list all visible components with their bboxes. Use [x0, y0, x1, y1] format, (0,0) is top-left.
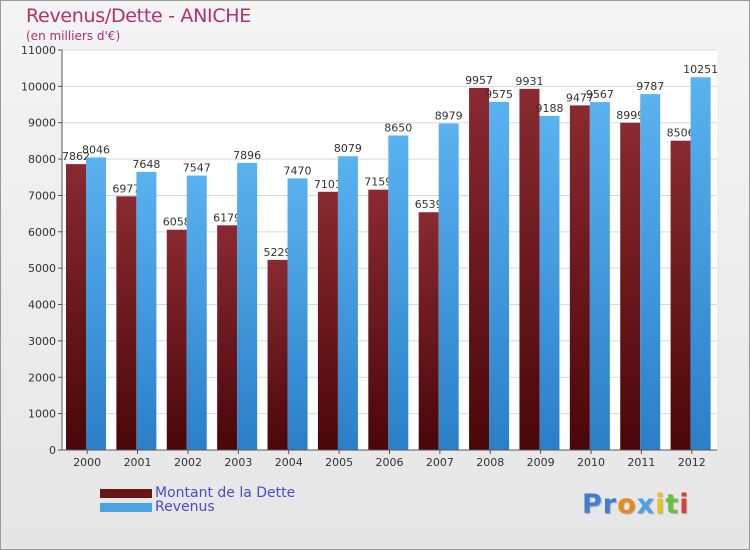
- y-tick-label: 3000: [28, 335, 56, 348]
- bar-dette-2011: [620, 122, 641, 450]
- logo-letter: o: [617, 489, 637, 520]
- data-label-dette-2012: 8506: [667, 127, 695, 140]
- data-label-revenus-2012: 10251: [683, 63, 718, 76]
- x-tick-label: 2003: [224, 456, 252, 469]
- x-tick-label: 2008: [476, 456, 504, 469]
- data-label-revenus-2010: 9567: [586, 88, 614, 101]
- y-tick-label: 2000: [28, 371, 56, 384]
- bar-revenus-2012: [690, 77, 711, 451]
- proxiti-logo: Proxiti: [582, 489, 690, 520]
- bar-dette-2006: [368, 189, 389, 450]
- data-label-dette-2004: 5229: [264, 246, 292, 259]
- data-label-dette-2002: 6058: [163, 216, 191, 229]
- data-label-revenus-2001: 7648: [132, 158, 160, 171]
- y-tick-label: 7000: [28, 189, 56, 202]
- bar-dette-2007: [418, 212, 439, 450]
- y-tick-label: 6000: [28, 226, 56, 239]
- bar-revenus-2004: [287, 178, 308, 450]
- bar-revenus-2001: [136, 171, 157, 450]
- x-tick-label: 2012: [678, 456, 706, 469]
- y-tick-label: 4000: [28, 299, 56, 312]
- bar-dette-2012: [670, 140, 691, 450]
- bar-revenus-2008: [489, 101, 510, 451]
- bar-dette-2001: [116, 196, 137, 450]
- bar-revenus-2005: [337, 156, 358, 450]
- x-axis: 2000 2001 2002 2003 2004 2005 2006 2007 2008 2009…: [62, 449, 717, 469]
- y-tick-label: 0: [49, 444, 56, 457]
- data-label-dette-2006: 7159: [364, 176, 392, 189]
- bar-revenus-2002: [186, 175, 207, 450]
- logo-letter: t: [665, 489, 680, 520]
- data-label-dette-2009: 9931: [515, 75, 543, 88]
- bar-dette-2000: [66, 164, 86, 451]
- x-tick-label: 2011: [627, 456, 655, 469]
- chart-subtitle: (en milliers d'€): [26, 29, 121, 43]
- x-tick-label: 2004: [275, 456, 303, 469]
- x-tick-label: 2000: [73, 456, 101, 469]
- data-label-revenus-2004: 7470: [284, 164, 312, 177]
- data-label-revenus-2006: 8650: [384, 121, 412, 134]
- y-tick-label: 8000: [28, 153, 56, 166]
- bar-dette-2002: [166, 229, 187, 450]
- data-label-dette-2011: 8999: [616, 109, 644, 122]
- y-tick-label: 1000: [28, 408, 56, 421]
- bar-revenus-2009: [539, 115, 560, 451]
- logo-letter: r: [602, 489, 618, 520]
- legend-label-dette: Montant de la Dette: [155, 485, 296, 501]
- y-tick-label: 10000: [21, 80, 56, 93]
- data-label-revenus-2011: 9787: [636, 80, 664, 93]
- data-label-revenus-2002: 7547: [183, 162, 211, 175]
- bar-revenus-2010: [589, 102, 610, 450]
- legend-swatch-revenus: [100, 503, 152, 512]
- logo-letter: i: [679, 489, 690, 520]
- x-tick-label: 2010: [577, 456, 605, 469]
- bar-dette-2004: [267, 259, 288, 450]
- legend-swatch-dette: [100, 489, 152, 498]
- bar-dette-2005: [317, 191, 338, 451]
- bar-dette-2003: [217, 225, 238, 450]
- legend-label-revenus: Revenus: [155, 499, 215, 515]
- bar-revenus-2000: [86, 157, 106, 450]
- bar-revenus-2007: [438, 123, 459, 450]
- y-axis: 0 1000 2000 3000 4000 5000 6000 7000 8000 9000 100…: [21, 44, 63, 457]
- bar-dette-2010: [569, 105, 590, 450]
- data-label-dette-2005: 7101: [314, 178, 342, 191]
- data-label-dette-2008: 9957: [465, 74, 493, 87]
- x-tick-label: 2002: [174, 456, 202, 469]
- y-tick-label: 9000: [28, 117, 56, 130]
- data-label-revenus-2005: 8079: [334, 142, 362, 155]
- bar-dette-2009: [519, 88, 540, 450]
- x-tick-label: 2007: [426, 456, 454, 469]
- data-label-revenus-2003: 7896: [233, 149, 261, 162]
- logo-letter: x: [636, 489, 656, 520]
- data-label-revenus-2009: 9188: [535, 102, 563, 115]
- data-label-dette-2007: 6539: [415, 198, 443, 211]
- logo-letter: P: [582, 489, 603, 520]
- x-tick-label: 2006: [376, 456, 404, 469]
- data-label-revenus-2007: 8979: [435, 109, 463, 122]
- chart-title: Revenus/Dette - ANICHE: [26, 5, 251, 27]
- y-tick-label: 11000: [21, 44, 56, 57]
- x-tick-label: 2005: [325, 456, 353, 469]
- data-label-dette-2010: 9477: [566, 91, 594, 104]
- bar-dette-2008: [469, 87, 490, 450]
- bar-revenus-2011: [640, 94, 661, 450]
- x-tick-label: 2001: [124, 456, 152, 469]
- data-label-revenus-2000: 8046: [82, 143, 110, 156]
- bar-revenus-2006: [388, 135, 409, 451]
- x-tick-label: 2009: [527, 456, 555, 469]
- y-tick-label: 5000: [28, 262, 56, 275]
- data-label-revenus-2008: 9575: [485, 88, 513, 101]
- bar-revenus-2003: [237, 162, 258, 450]
- data-label-dette-2000: 7862: [62, 150, 90, 163]
- logo-letter: i: [655, 489, 666, 520]
- data-label-dette-2003: 6179: [213, 211, 241, 224]
- data-label-dette-2001: 6977: [112, 182, 140, 195]
